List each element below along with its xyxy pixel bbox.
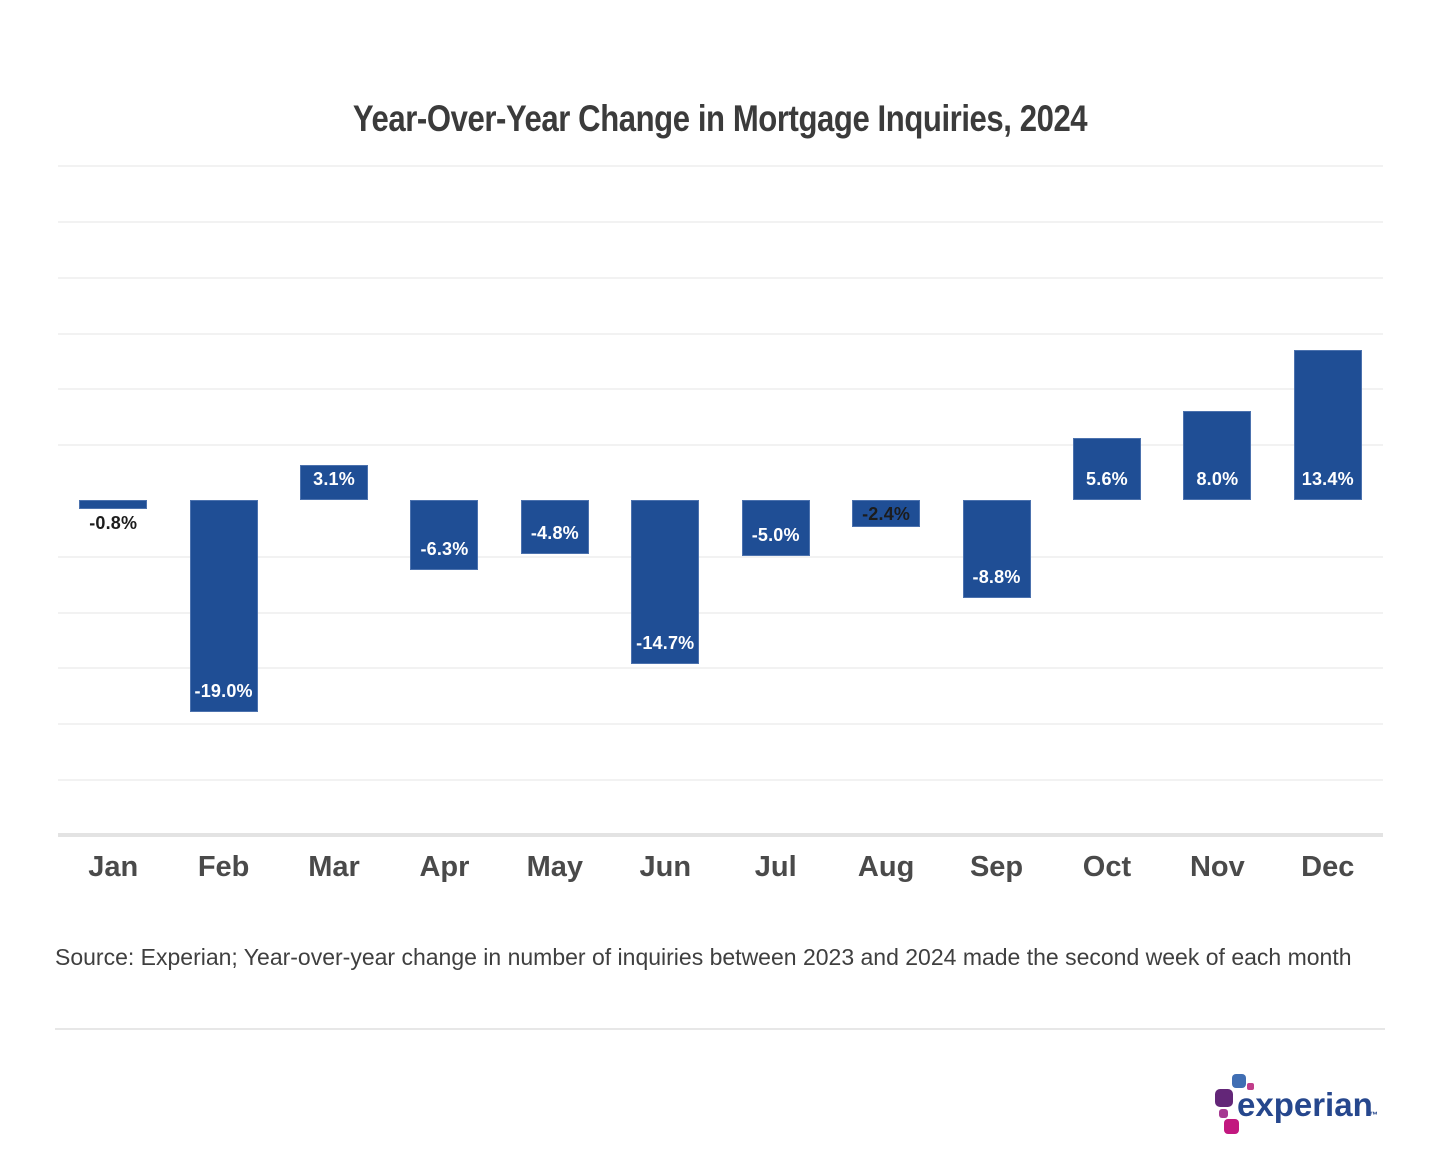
bar-jul [741, 500, 810, 556]
bar-feb [189, 500, 258, 713]
page-title: Year-Over-Year Change in Mortgage Inquir… [0, 97, 1440, 141]
bar-value-label-feb: -19.0% [194, 681, 253, 702]
x-axis-label-oct: Oct [1082, 851, 1132, 883]
page-title-text: Year-Over-Year Change in Mortgage Inquir… [352, 97, 1088, 139]
gridline [58, 332, 1383, 335]
experian-logo: experian ™ [1213, 1066, 1393, 1154]
footer-divider [55, 1028, 1385, 1030]
x-axis-label-nov: Nov [1189, 851, 1245, 883]
gridline [58, 611, 1383, 614]
bar-value-label-apr: -6.3% [420, 539, 469, 560]
source-note: Source: Experian; Year-over-year change … [55, 944, 1352, 970]
bar-value-label-mar: 3.1% [313, 469, 355, 489]
x-axis-label-jul: Jul [754, 851, 797, 883]
gridline [58, 779, 1383, 781]
x-axis-label-may: May [526, 851, 584, 883]
gridline [58, 723, 1383, 726]
x-axis-label-dec: Dec [1301, 851, 1355, 883]
logo-trademark: ™ [1369, 1110, 1378, 1120]
bar-value-label-oct: 5.6% [1086, 469, 1128, 489]
bar-mar [300, 465, 369, 500]
logo-magenta-dot-mid-icon [1219, 1109, 1228, 1118]
bar-value-label-jun: -14.7% [636, 633, 695, 654]
logo-wordmark: experian [1237, 1086, 1373, 1123]
x-axis-label-sep: Sep [969, 851, 1024, 883]
bar-value-label-dec: 13.4% [1301, 469, 1354, 489]
bar-value-label-may: -4.8% [530, 522, 579, 543]
gridline [58, 221, 1383, 223]
x-axis-label-mar: Mar [308, 851, 360, 883]
bar-sep [962, 500, 1031, 599]
gridline [58, 388, 1383, 391]
bar-value-label-sep: -8.8% [972, 567, 1021, 588]
bar-value-label-aug: -2.4% [862, 504, 911, 525]
logo-magenta-dot-top-icon [1247, 1083, 1254, 1090]
bar-apr [410, 500, 479, 571]
logo-magenta-square-icon [1224, 1119, 1239, 1134]
bar-may [520, 500, 589, 554]
bar-value-label-jan: -0.8% [89, 512, 138, 533]
bar-value-label-jul: -5.0% [751, 524, 800, 545]
bar-jun [631, 500, 700, 665]
logo-blue-square-icon [1232, 1074, 1246, 1088]
x-axis-label-feb: Feb [197, 851, 250, 883]
bar-value-label-nov: 8.0% [1196, 469, 1239, 489]
bar-oct [1072, 437, 1141, 500]
bar-nov [1183, 410, 1252, 500]
bar-aug [852, 500, 921, 527]
gridline [58, 667, 1383, 670]
plot-area: -0.8% Jan -19.0% Feb 3.1% Mar -6.3% Apr -4.8% May… [58, 160, 1383, 890]
bar-dec [1293, 350, 1362, 500]
x-axis-line [58, 833, 1383, 837]
gridline [58, 555, 1383, 558]
x-axis-label-aug: Aug [857, 851, 915, 883]
gridline [58, 276, 1383, 279]
logo-purple-square-icon [1215, 1089, 1233, 1107]
x-axis-label-jan: Jan [88, 851, 139, 883]
gridline [58, 444, 1383, 447]
x-axis-label-apr: Apr [419, 851, 470, 883]
gridline [58, 165, 1383, 168]
bar-jan [79, 500, 148, 509]
x-axis-label-jun: Jun [639, 851, 692, 883]
